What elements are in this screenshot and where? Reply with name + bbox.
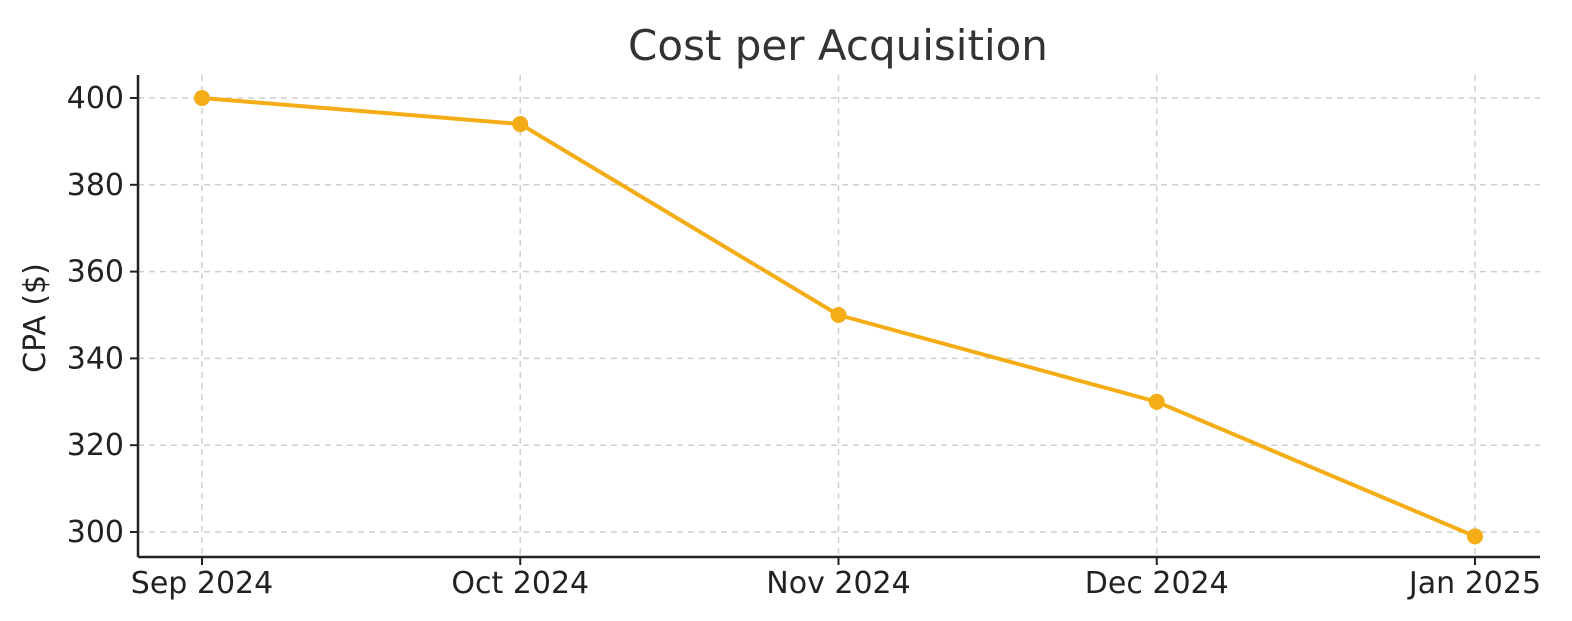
data-point [1467,528,1483,545]
series-layer [194,90,1483,545]
y-axis-label: CPA ($) [18,263,53,373]
x-tick-label: Nov 2024 [766,566,910,601]
y-tick-label: 340 [67,341,124,376]
data-point [830,307,847,323]
ticks-layer: 300 320 340 360 380 400 Sep 2024 Oct 2024 Nov 20… [67,81,1541,601]
grid-layer [138,75,1540,557]
chart-title: Cost per Acquisition [628,21,1048,70]
x-tick-label: Jan 2025 [1407,566,1541,601]
x-tick-label: Sep 2024 [131,566,273,601]
y-tick-label: 360 [67,255,124,290]
y-tick-label: 320 [67,428,124,463]
data-point [194,90,210,106]
x-tick-label: Oct 2024 [451,566,589,601]
y-tick-label: 400 [67,81,124,116]
x-tick-label: Dec 2024 [1085,566,1229,601]
data-point [512,116,529,133]
y-tick-label: 380 [67,168,124,203]
data-point [1148,393,1165,410]
y-tick-label: 300 [67,515,124,550]
